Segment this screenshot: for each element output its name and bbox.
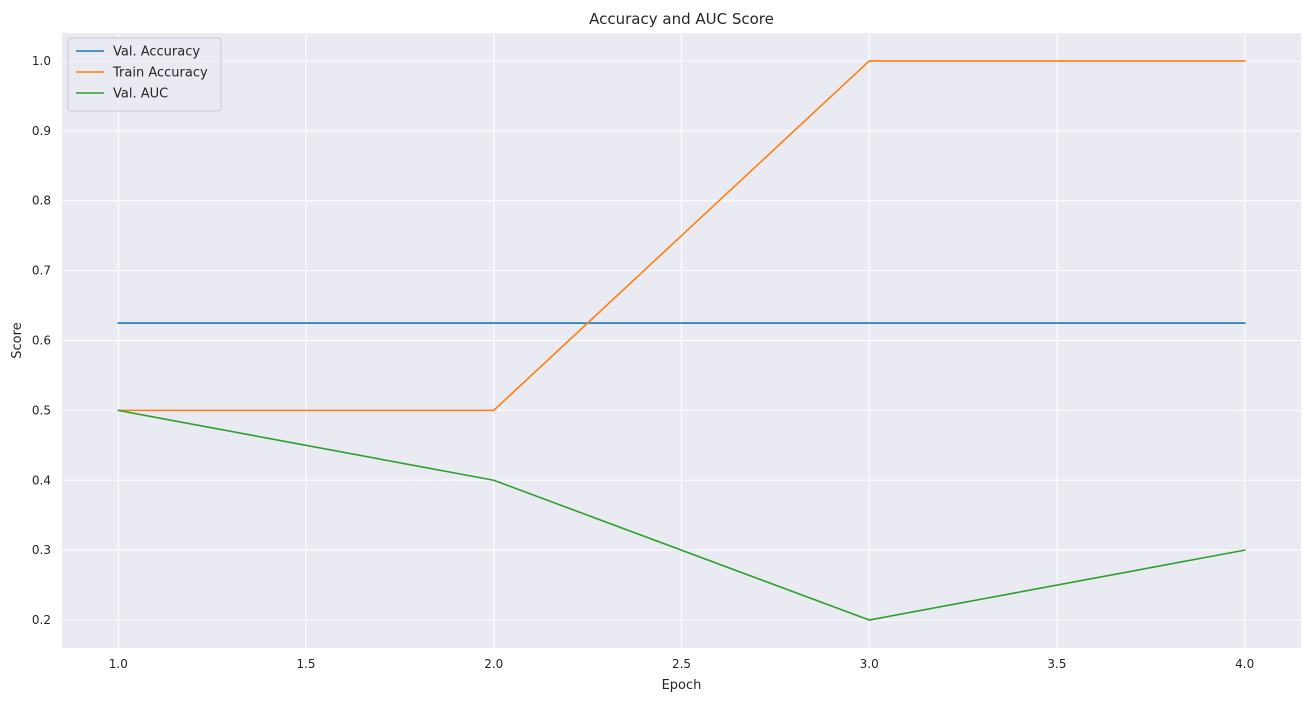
x-tick-label: 1.0: [109, 657, 128, 671]
series-lines: [117, 60, 1246, 621]
y-tick-label: 1.0: [32, 54, 51, 68]
legend-label-0: Val. Accuracy: [113, 45, 200, 60]
x-tick-label: 2.5: [672, 657, 691, 671]
legend: Val. Accuracy Train Accuracy Val. AUC: [67, 37, 222, 112]
y-tick-label: 0.2: [32, 613, 51, 627]
y-tick-label: 0.3: [32, 543, 51, 557]
legend-frame: [67, 37, 222, 112]
y-tick-label: 0.7: [32, 264, 51, 278]
x-tick-label: 4.0: [1235, 657, 1254, 671]
legend-label-1: Train Accuracy: [112, 66, 208, 81]
y-tick-label: 0.8: [32, 194, 51, 208]
y-tick-label: 0.9: [32, 124, 51, 138]
legend-label-2: Val. AUC: [113, 87, 168, 102]
x-tick-label: 3.5: [1047, 657, 1066, 671]
y-tick-label: 0.6: [32, 334, 51, 348]
x-tick-label: 3.0: [860, 657, 879, 671]
x-axis-ticks: 1.0 1.5 2.0 2.5 3.0 3.5 4.0: [109, 657, 1254, 671]
x-tick-label: 2.0: [484, 657, 503, 671]
gridlines: [62, 33, 1301, 648]
series-line-2: [117, 409, 1246, 621]
chart-title: Accuracy and AUC Score: [589, 10, 774, 28]
y-tick-label: 0.4: [32, 473, 51, 487]
y-axis-ticks: 0.2 0.3 0.4 0.5 0.6 0.7 0.8 0.9 1.0: [32, 54, 51, 627]
series-line-1: [117, 60, 1246, 412]
y-axis-label: Score: [10, 322, 25, 358]
y-tick-label: 0.5: [32, 403, 51, 417]
x-tick-label: 1.5: [296, 657, 315, 671]
x-axis-label: Epoch: [662, 678, 702, 693]
